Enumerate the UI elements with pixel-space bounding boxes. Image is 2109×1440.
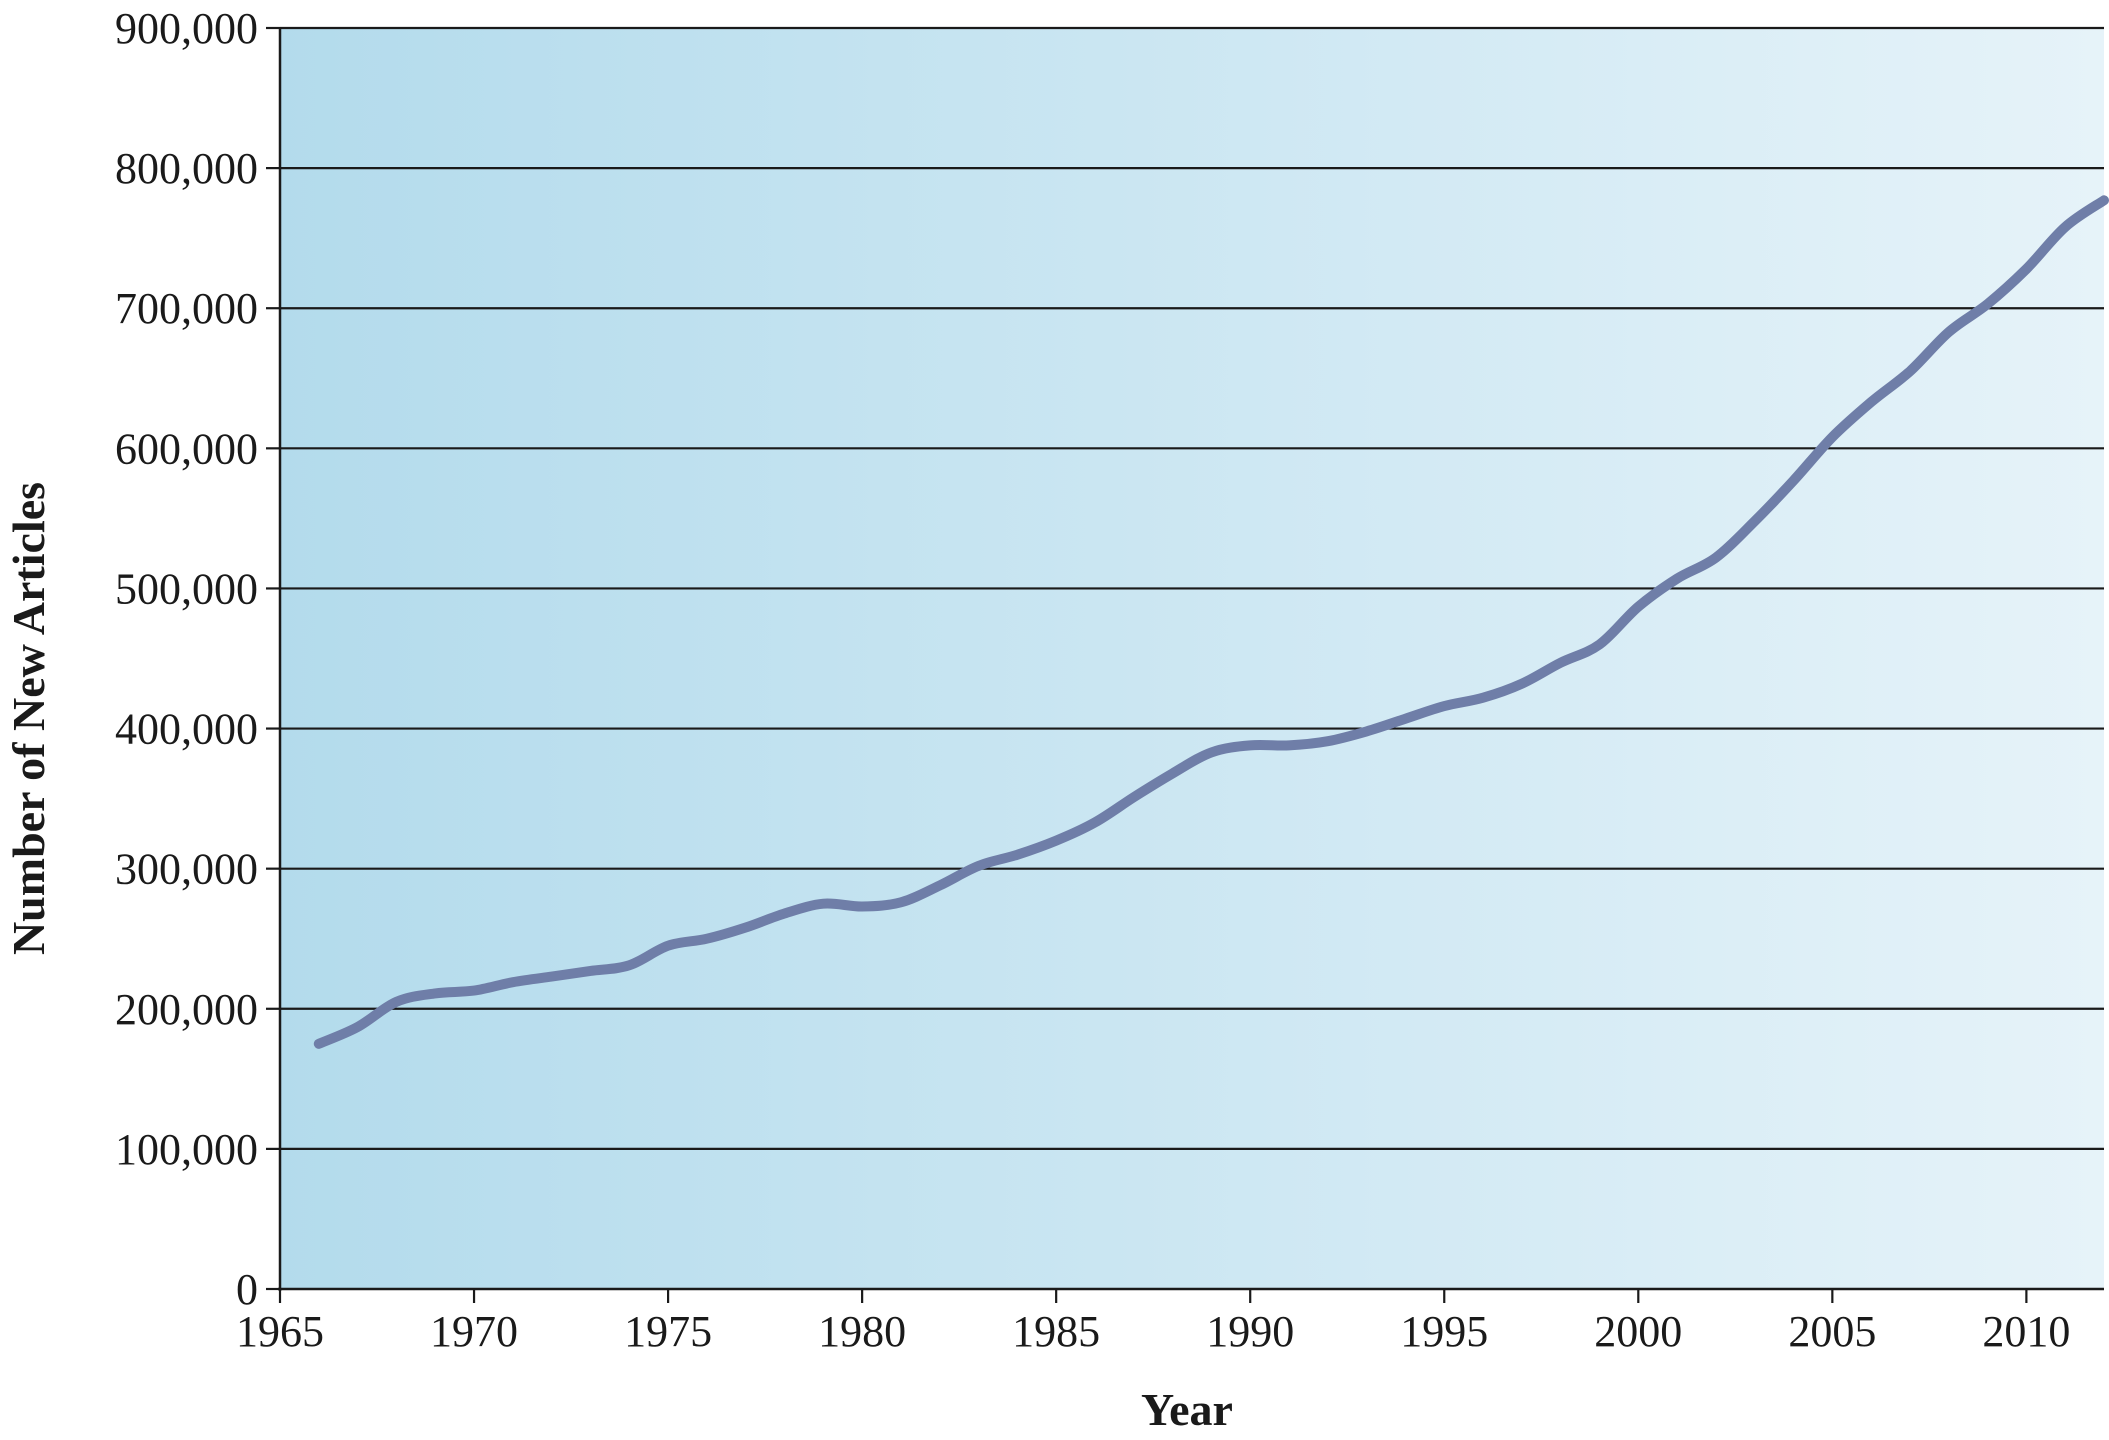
x-tick-label: 1965	[236, 1307, 324, 1356]
y-tick-label: 200,000	[115, 985, 258, 1034]
x-tick-label: 1995	[1400, 1307, 1488, 1356]
x-tick-label: 1990	[1206, 1307, 1294, 1356]
x-tick-label: 2010	[1982, 1307, 2070, 1356]
x-tick-label: 1970	[430, 1307, 518, 1356]
y-tick-label: 300,000	[115, 845, 258, 894]
y-tick-label: 500,000	[115, 564, 258, 613]
x-tick-label: 1985	[1012, 1307, 1100, 1356]
x-tick-label: 1975	[624, 1307, 712, 1356]
y-tick-label: 800,000	[115, 144, 258, 193]
y-tick-label: 400,000	[115, 705, 258, 754]
y-axis-ticks: 0 100,000 200,000 300,000 400,000 500,000 600,…	[115, 4, 280, 1314]
series-line	[313, 195, 2109, 1049]
y-axis-title: Number of New Articles	[3, 482, 54, 955]
x-tick-label: 1980	[818, 1307, 906, 1356]
y-tick-label: 900,000	[115, 4, 258, 53]
series-layer	[313, 195, 2109, 1049]
gridlines	[280, 26, 2104, 1150]
y-tick-label: 700,000	[115, 284, 258, 333]
x-tick-label: 2005	[1788, 1307, 1876, 1356]
y-tick-label: 600,000	[115, 424, 258, 473]
plot-background	[280, 28, 2104, 1289]
y-tick-label: 100,000	[115, 1125, 258, 1174]
y-tick-label: 0	[236, 1265, 258, 1314]
x-tick-label: 2000	[1594, 1307, 1682, 1356]
axes	[278, 28, 2104, 1291]
x-axis-title: Year	[1141, 1384, 1233, 1435]
x-axis-ticks: 1965 1970 1975 1980 1985 1990 1995 2000 2005 2010	[236, 1289, 2070, 1356]
